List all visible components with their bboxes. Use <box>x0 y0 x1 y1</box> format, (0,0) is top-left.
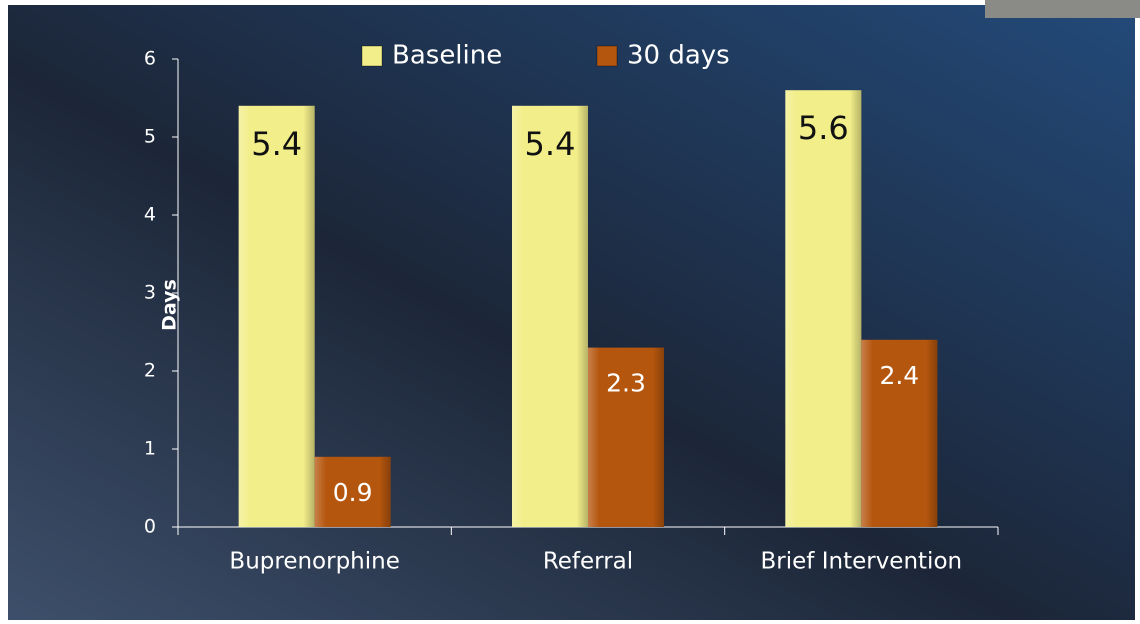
value-label: 5.4 <box>251 125 302 163</box>
bar-shade <box>861 339 938 527</box>
y-tick-label: 1 <box>144 438 156 460</box>
legend-label: 30 days <box>627 41 730 71</box>
y-tick-label: 2 <box>144 360 156 382</box>
bar-shade <box>314 456 391 527</box>
value-label: 0.9 <box>333 478 373 507</box>
value-label: 2.3 <box>606 369 646 398</box>
value-label: 5.4 <box>525 125 576 163</box>
x-tick-label: Referral <box>543 549 633 575</box>
y-axis-label: Days <box>159 279 181 331</box>
y-tick-label: 5 <box>144 126 156 148</box>
photo-thumbnail <box>985 0 1140 18</box>
bar-shade <box>588 347 664 527</box>
bar-shade <box>238 105 315 528</box>
y-tick-label: 4 <box>144 204 156 226</box>
x-tick-label: Buprenorphine <box>229 549 399 575</box>
value-label: 5.6 <box>798 109 849 147</box>
x-tick-label: Brief Intervention <box>761 549 963 575</box>
y-tick-label: 0 <box>144 516 156 538</box>
y-tick-label: 3 <box>144 282 156 304</box>
bar-shade <box>512 105 588 528</box>
value-label: 2.4 <box>879 361 919 390</box>
legend-swatch <box>596 45 618 67</box>
legend-swatch <box>361 45 383 67</box>
y-tick-label: 6 <box>144 48 156 70</box>
legend-label: Baseline <box>392 41 502 71</box>
bar-shade <box>785 90 862 527</box>
